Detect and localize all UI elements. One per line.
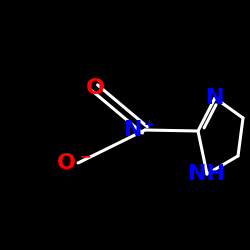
Text: −: − [79, 149, 91, 163]
Text: O: O [57, 153, 76, 173]
Text: +: + [144, 118, 154, 130]
Text: N: N [124, 120, 143, 140]
Text: N: N [206, 88, 224, 108]
Text: NH: NH [188, 164, 226, 184]
Text: O: O [86, 78, 104, 98]
